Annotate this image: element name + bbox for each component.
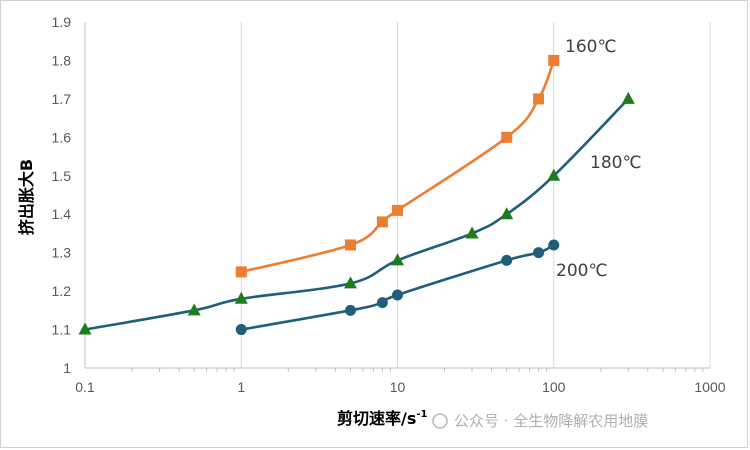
watermark-text: 公众号 · 全生物降解农用地膜 xyxy=(454,412,648,430)
y-tick-label: 1.6 xyxy=(52,129,72,145)
x-tick-label: 100 xyxy=(542,379,566,395)
y-tick-label: 1.4 xyxy=(52,206,72,222)
grid xyxy=(240,22,711,368)
data-point-circle xyxy=(501,254,513,266)
data-point-square xyxy=(501,131,513,143)
x-tick-labels: 0.1 1 10 100 1000 xyxy=(75,379,726,395)
data-point-triangle xyxy=(343,276,357,289)
x-axis-title: 剪切速率/s-1 xyxy=(337,409,428,428)
y-tick-label: 1.1 xyxy=(52,322,72,338)
data-point-square xyxy=(533,93,545,105)
series-lines xyxy=(84,59,630,331)
data-point-square xyxy=(344,239,356,251)
watermark-icon xyxy=(432,413,448,429)
data-point-triangle xyxy=(465,226,479,239)
y-tick-label: 1.9 xyxy=(52,14,72,30)
data-point-circle xyxy=(235,324,247,336)
watermark: 公众号 · 全生物降解农用地膜 xyxy=(432,412,648,430)
y-tick-label: 1 xyxy=(63,360,71,376)
series-label-200: 200℃ xyxy=(556,261,608,281)
series-labels: 160℃ 180℃ 200℃ xyxy=(556,37,642,281)
x-tick-label: 10 xyxy=(390,379,406,395)
series-label-160: 160℃ xyxy=(565,37,617,57)
x-axis-title-superscript: -1 xyxy=(416,409,427,420)
y-tick-label: 1.7 xyxy=(52,91,72,107)
data-point-triangle xyxy=(391,253,404,266)
series-markers xyxy=(78,54,635,336)
data-point-square xyxy=(235,266,247,278)
data-point-circle xyxy=(548,239,560,251)
y-tick-labels: 1 1.1 1.2 1.3 1.4 1.5 1.6 1.7 1.8 1.9 xyxy=(52,14,72,376)
x-tick-label: 1000 xyxy=(694,379,725,395)
data-point-triangle xyxy=(234,291,248,304)
data-point-triangle xyxy=(547,168,561,181)
x-tick-label: 1 xyxy=(237,379,245,395)
x-axis-title-main: 剪切速率/s xyxy=(337,409,416,428)
data-point-triangle xyxy=(621,91,635,104)
x-tick-label: 0.1 xyxy=(75,379,95,395)
series-label-180: 180℃ xyxy=(590,153,642,173)
y-tick-label: 1.2 xyxy=(52,283,72,299)
y-tick-label: 1.8 xyxy=(52,52,72,68)
data-point-square xyxy=(548,54,560,66)
series-line-180 xyxy=(84,97,630,331)
y-axis-title: 挤出胀大B xyxy=(17,159,36,235)
data-point-triangle xyxy=(500,207,514,220)
data-point-triangle xyxy=(78,322,92,335)
y-tick-label: 1.5 xyxy=(52,168,72,184)
data-point-square xyxy=(392,204,403,216)
data-point-circle xyxy=(344,304,356,316)
axes xyxy=(84,22,710,372)
data-point-circle xyxy=(392,289,403,301)
data-point-triangle xyxy=(187,303,201,316)
data-point-circle xyxy=(376,297,388,309)
data-point-circle xyxy=(533,247,545,259)
y-tick-label: 1.3 xyxy=(52,245,72,261)
data-point-square xyxy=(376,216,388,228)
